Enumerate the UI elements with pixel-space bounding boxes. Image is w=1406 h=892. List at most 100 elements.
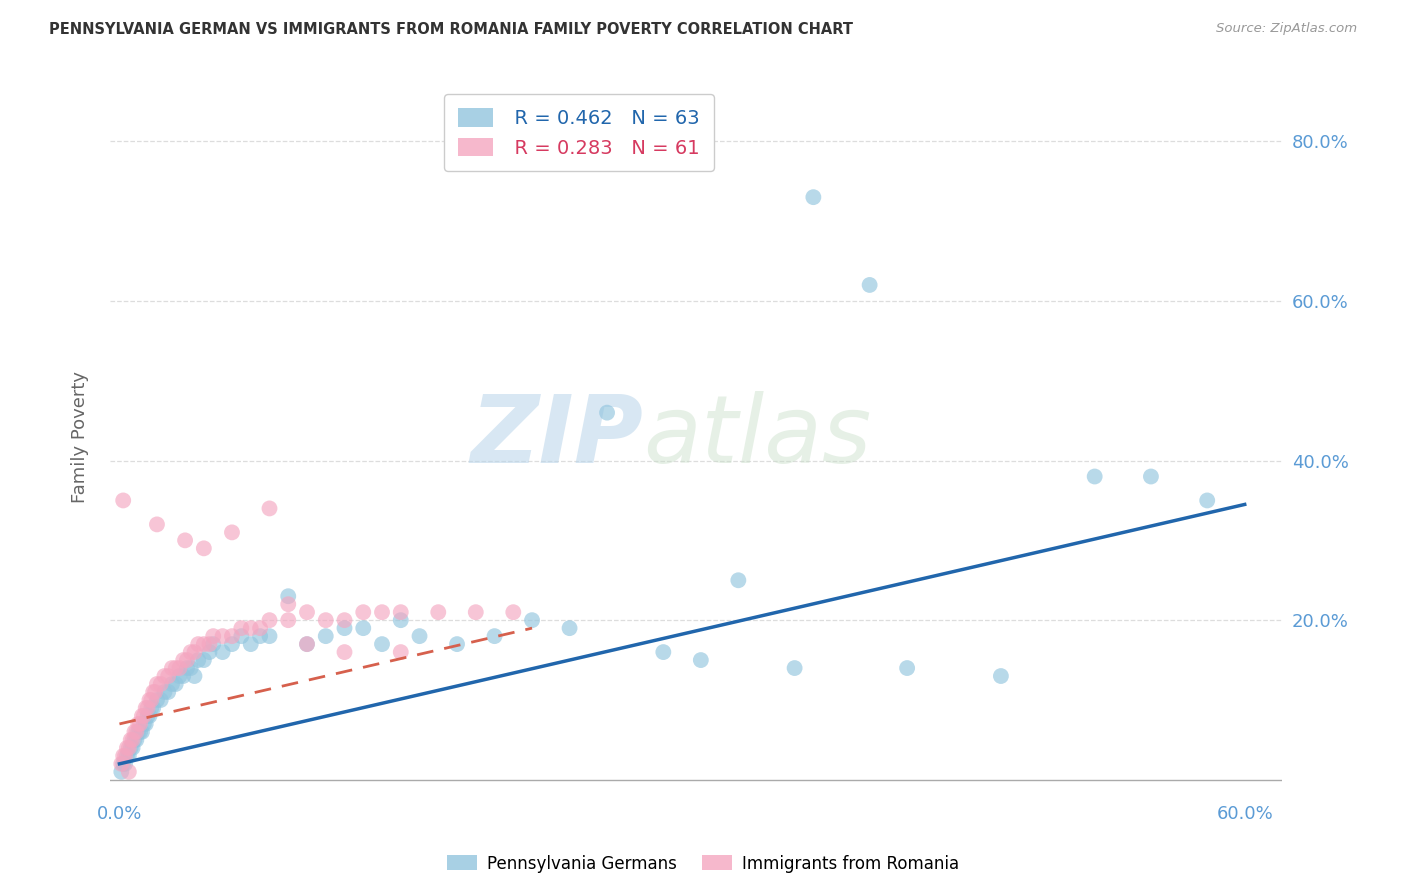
Point xyxy=(896,661,918,675)
Point xyxy=(176,653,198,667)
Point xyxy=(259,629,281,643)
Point xyxy=(176,661,198,675)
Point xyxy=(132,709,155,723)
Point xyxy=(239,621,262,635)
Point xyxy=(652,645,675,659)
Point xyxy=(427,605,450,619)
Point xyxy=(187,637,209,651)
Point xyxy=(129,725,152,739)
Point xyxy=(295,637,318,651)
Text: PENNSYLVANIA GERMAN VS IMMIGRANTS FROM ROMANIA FAMILY POVERTY CORRELATION CHART: PENNSYLVANIA GERMAN VS IMMIGRANTS FROM R… xyxy=(49,22,853,37)
Point xyxy=(221,637,243,651)
Point xyxy=(118,740,141,755)
Point xyxy=(352,605,374,619)
Point xyxy=(352,621,374,635)
Point xyxy=(202,629,225,643)
Point xyxy=(172,653,194,667)
Point xyxy=(157,669,180,683)
Point xyxy=(146,677,169,691)
Point xyxy=(596,406,619,420)
Point xyxy=(295,605,318,619)
Point xyxy=(193,637,215,651)
Point xyxy=(1197,493,1219,508)
Point xyxy=(138,709,160,723)
Point xyxy=(295,637,318,651)
Point xyxy=(141,693,163,707)
Point xyxy=(112,493,135,508)
Point xyxy=(502,605,524,619)
Point xyxy=(1084,469,1107,483)
Point xyxy=(198,637,221,651)
Point xyxy=(174,533,197,548)
Point xyxy=(389,645,412,659)
Point xyxy=(135,701,157,715)
Point xyxy=(221,629,243,643)
Point xyxy=(120,732,142,747)
Point xyxy=(124,725,146,739)
Point xyxy=(193,541,215,556)
Point xyxy=(121,740,143,755)
Point xyxy=(446,637,468,651)
Point xyxy=(120,740,142,755)
Point xyxy=(484,629,506,643)
Point xyxy=(136,701,159,715)
Point xyxy=(146,517,169,532)
Point xyxy=(135,717,157,731)
Point xyxy=(183,645,205,659)
Point xyxy=(169,661,191,675)
Point xyxy=(221,525,243,540)
Point xyxy=(202,637,225,651)
Point xyxy=(259,501,281,516)
Point xyxy=(114,756,136,771)
Text: ZIP: ZIP xyxy=(471,391,644,483)
Point xyxy=(125,725,148,739)
Point xyxy=(124,732,146,747)
Point xyxy=(112,756,135,771)
Point xyxy=(198,645,221,659)
Point xyxy=(115,740,138,755)
Point xyxy=(142,685,165,699)
Point xyxy=(333,621,356,635)
Point xyxy=(110,764,132,779)
Point xyxy=(118,764,141,779)
Point xyxy=(231,629,253,643)
Point xyxy=(149,693,172,707)
Point xyxy=(239,637,262,651)
Point xyxy=(169,669,191,683)
Point xyxy=(371,605,394,619)
Point xyxy=(180,661,202,675)
Point xyxy=(127,717,149,731)
Point xyxy=(136,709,159,723)
Point xyxy=(131,725,153,739)
Point xyxy=(211,645,233,659)
Legend:   R = 0.462   N = 63,   R = 0.283   N = 61: R = 0.462 N = 63, R = 0.283 N = 61 xyxy=(444,95,714,171)
Point xyxy=(249,621,271,635)
Point xyxy=(315,629,337,643)
Point xyxy=(142,701,165,715)
Point xyxy=(160,661,183,675)
Point xyxy=(143,685,166,699)
Point xyxy=(371,637,394,651)
Point xyxy=(110,756,132,771)
Point xyxy=(183,669,205,683)
Point xyxy=(129,717,152,731)
Point xyxy=(141,701,163,715)
Point xyxy=(127,725,149,739)
Point xyxy=(520,613,543,627)
Point xyxy=(114,748,136,763)
Point xyxy=(859,277,882,292)
Point xyxy=(333,613,356,627)
Point xyxy=(172,669,194,683)
Point xyxy=(121,732,143,747)
Point xyxy=(125,732,148,747)
Point xyxy=(389,613,412,627)
Point xyxy=(118,748,141,763)
Point xyxy=(157,685,180,699)
Point xyxy=(277,613,299,627)
Point xyxy=(187,653,209,667)
Point xyxy=(259,613,281,627)
Text: atlas: atlas xyxy=(644,391,872,482)
Point xyxy=(153,685,176,699)
Text: Source: ZipAtlas.com: Source: ZipAtlas.com xyxy=(1216,22,1357,36)
Point xyxy=(231,621,253,635)
